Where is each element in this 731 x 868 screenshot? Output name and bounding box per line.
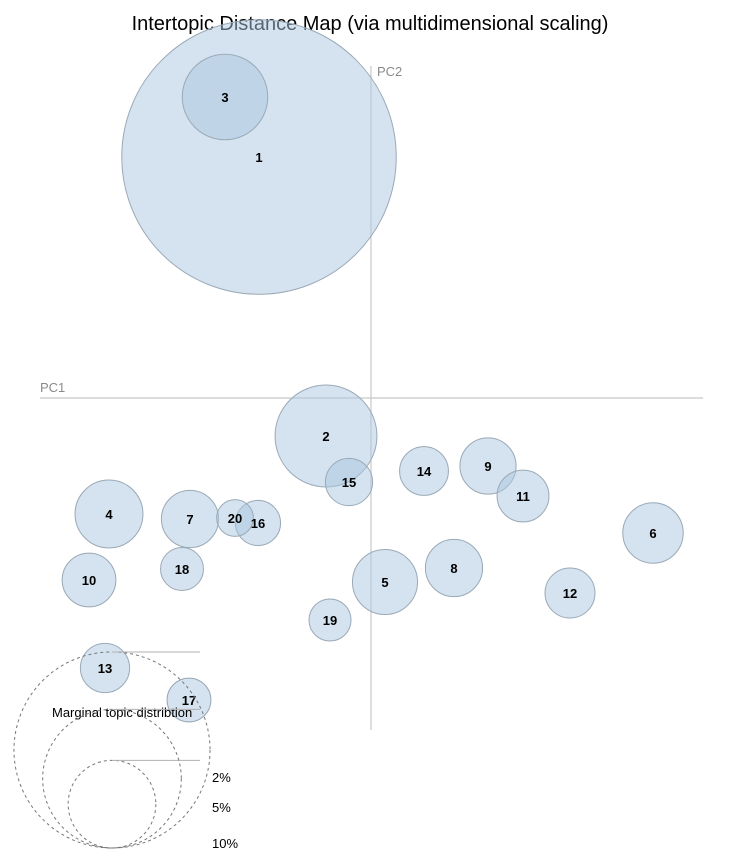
topic-bubble-5[interactable]	[351, 548, 419, 616]
size-legend-title: Marginal topic distribtion	[52, 705, 192, 720]
topic-bubble-3[interactable]	[181, 53, 269, 141]
size-legend-circle-3	[13, 651, 211, 849]
topic-label-8: 8	[450, 561, 457, 576]
topic-bubble-19[interactable]	[308, 598, 352, 642]
topic-bubbles[interactable]	[61, 19, 684, 723]
size-legend-label-2: 5%	[212, 800, 231, 815]
topic-bubble-4[interactable]	[74, 479, 144, 549]
topic-label-11: 11	[516, 489, 530, 504]
topic-bubble-20[interactable]	[216, 499, 254, 537]
topic-label-2: 2	[322, 429, 329, 444]
topic-bubble-11[interactable]	[496, 469, 550, 523]
topic-label-14: 14	[417, 464, 432, 479]
topic-label-9: 9	[484, 459, 491, 474]
topic-label-6: 6	[649, 526, 656, 541]
topic-label-12: 12	[563, 586, 577, 601]
topic-bubble-18[interactable]	[160, 547, 204, 591]
size-legend-label-1: 2%	[212, 770, 231, 785]
pc2-axis-label: PC2	[377, 64, 402, 79]
topic-bubble-10[interactable]	[61, 552, 117, 608]
pc1-axis-label: PC1	[40, 380, 65, 395]
size-legend-circle-1	[67, 759, 157, 849]
topic-bubble-6[interactable]	[622, 502, 684, 564]
topic-label-17: 17	[182, 693, 196, 708]
topic-bubble-13[interactable]	[79, 642, 131, 694]
topic-bubble-15[interactable]	[324, 457, 374, 507]
topic-label-1: 1	[255, 150, 262, 165]
topic-label-16: 16	[251, 516, 265, 531]
topic-label-3: 3	[221, 90, 228, 105]
size-legend-circle-2	[42, 708, 182, 849]
topic-label-10: 10	[82, 573, 96, 588]
axes: PC1 PC2	[40, 64, 703, 730]
topic-label-20: 20	[228, 511, 242, 526]
topic-bubble-14[interactable]	[399, 446, 449, 496]
size-legend-label-3: 10%	[212, 836, 238, 851]
topic-label-15: 15	[342, 475, 356, 490]
topic-label-19: 19	[323, 613, 337, 628]
topic-bubble-17[interactable]	[166, 677, 212, 723]
size-legend: Marginal topic distribtion 2% 5% 10%	[13, 651, 238, 851]
topic-label-13: 13	[98, 661, 112, 676]
topic-label-7: 7	[186, 512, 193, 527]
topic-bubble-8[interactable]	[424, 538, 484, 598]
topic-label-5: 5	[381, 575, 388, 590]
topic-label-4: 4	[105, 507, 113, 522]
topic-bubble-12[interactable]	[544, 567, 596, 619]
topic-label-18: 18	[175, 562, 189, 577]
